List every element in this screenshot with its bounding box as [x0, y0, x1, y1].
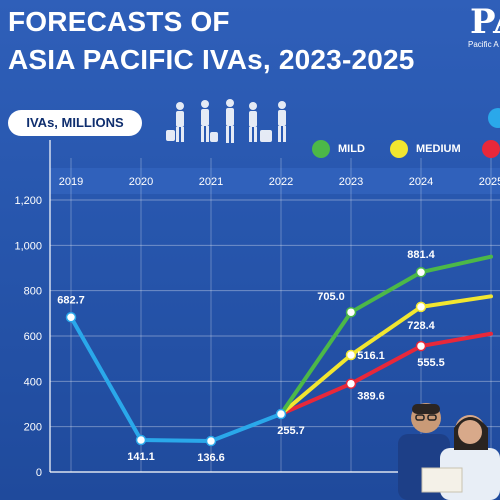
- y-tick-label: 1,000: [14, 240, 42, 252]
- travelers-photo: [398, 403, 500, 500]
- data-label: 682.7: [57, 294, 85, 306]
- legend-dot-mild: [312, 140, 330, 158]
- logo-subtitle: Pacific A: [468, 40, 499, 49]
- data-point-marker: [65, 312, 77, 323]
- data-point-marker: [415, 301, 427, 313]
- legend-label-medium: MEDIUM: [416, 143, 461, 155]
- x-tick-label: 2023: [339, 176, 363, 188]
- series-line-historical: [69, 315, 283, 444]
- y-tick-label: 200: [24, 422, 42, 434]
- data-point-marker: [345, 349, 357, 361]
- legend-item-medium: MEDIUM: [390, 140, 461, 158]
- legend-marker-historical: [488, 108, 500, 128]
- x-tick-label: 2022: [269, 176, 293, 188]
- data-label: 728.4: [407, 320, 435, 332]
- x-tick-label: 2024: [409, 176, 433, 188]
- data-label: 255.7: [277, 425, 305, 437]
- legend-dot-red: [482, 140, 500, 158]
- legend-label-mild: MILD: [338, 143, 365, 155]
- title-line-2: ASIA PACIFIC IVAs, 2023-2025: [8, 44, 415, 75]
- data-point-marker: [345, 306, 357, 318]
- data-label: 555.5: [417, 357, 445, 369]
- data-point-marker: [345, 378, 357, 389]
- data-label: 141.1: [127, 451, 155, 463]
- y-tick-label: 0: [36, 467, 42, 479]
- x-tick-label: 2021: [199, 176, 223, 188]
- legend-item-mild: MILD: [312, 140, 365, 158]
- x-tick-label: 2020: [129, 176, 153, 188]
- data-label: 389.6: [357, 391, 385, 403]
- x-tick-label: 2025: [479, 176, 500, 188]
- data-label: 516.1: [357, 350, 385, 362]
- legend-item-red: [482, 140, 500, 158]
- y-tick-label: 1,200: [14, 195, 42, 207]
- data-label: 136.6: [197, 452, 225, 464]
- traveler-silhouettes-icon: [166, 99, 286, 143]
- series-line-series-3: [279, 331, 493, 417]
- y-tick-label: 600: [24, 331, 42, 343]
- data-label: 881.4: [407, 249, 435, 261]
- series-line-mild: [279, 254, 493, 417]
- series-line-medium: [279, 294, 493, 417]
- y-axis-unit-label: IVAs, MILLIONS: [8, 110, 142, 136]
- data-point-marker: [275, 408, 287, 420]
- title-line-1: FORECASTS OF: [8, 6, 230, 37]
- legend-dot-medium: [390, 140, 408, 158]
- y-tick-label: 400: [24, 376, 42, 388]
- data-point-marker: [205, 435, 217, 447]
- data-label: 705.0: [317, 291, 345, 303]
- data-point-marker: [135, 434, 147, 446]
- x-tick-label: 2019: [59, 176, 83, 188]
- year-header-band: [50, 168, 500, 194]
- data-point-marker: [415, 266, 427, 278]
- data-point-marker: [415, 340, 427, 352]
- logo: PA: [470, 2, 500, 42]
- y-tick-label: 800: [24, 286, 42, 298]
